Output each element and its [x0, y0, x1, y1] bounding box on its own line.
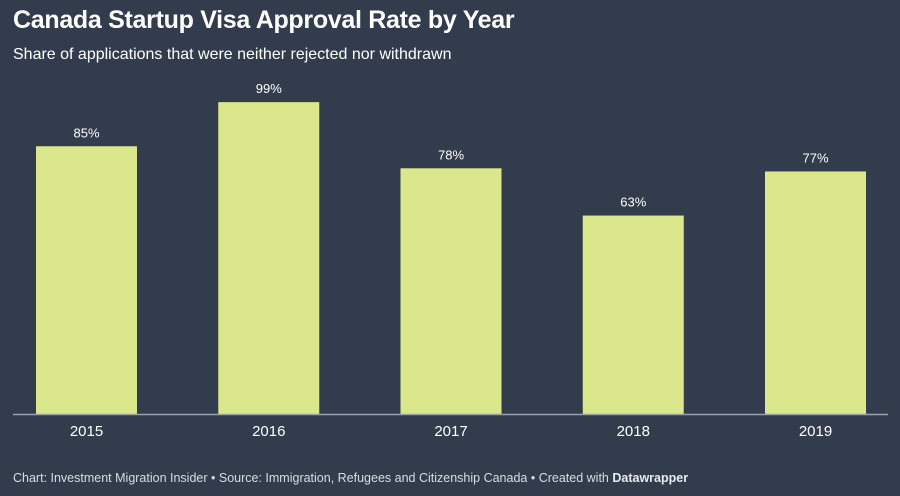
- x-tick-label-2017: 2017: [434, 423, 467, 440]
- value-label-2017: 78%: [438, 147, 464, 162]
- x-tick-label-2015: 2015: [70, 423, 103, 440]
- value-label-2018: 63%: [620, 195, 646, 210]
- value-label-2015: 85%: [73, 125, 99, 140]
- bar-2018: [582, 215, 684, 414]
- bar-2019: [765, 171, 866, 414]
- source-credit: Source: Immigration, Refugees and Citize…: [218, 471, 528, 485]
- footer-separator: •: [527, 471, 539, 485]
- bar-2016: [218, 102, 320, 415]
- datawrapper-link[interactable]: Datawrapper: [612, 471, 689, 485]
- chart-subtitle: Share of applications that were neither …: [13, 46, 452, 63]
- x-tick-label-2019: 2019: [799, 423, 832, 440]
- chart-footer: Chart: Investment Migration Insider • So…: [13, 471, 688, 485]
- x-tick-label-2016: 2016: [252, 423, 285, 440]
- chart-credit: Chart: Investment Migration Insider: [13, 471, 208, 485]
- bar-2017: [400, 168, 502, 414]
- created-with-text: Created with: [538, 471, 613, 485]
- chart-title: Canada Startup Visa Approval Rate by Yea…: [13, 6, 515, 34]
- value-label-2016: 99%: [256, 81, 282, 96]
- x-tick-label-2018: 2018: [617, 423, 650, 440]
- footer-separator: •: [207, 471, 219, 485]
- bar-2015: [36, 146, 137, 414]
- value-label-2019: 77%: [802, 150, 828, 165]
